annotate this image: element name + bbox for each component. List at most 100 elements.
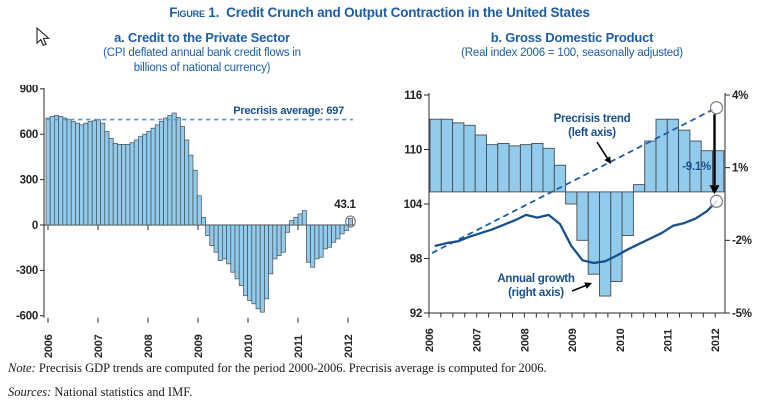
x-tick-label: 2011 <box>293 335 305 358</box>
x-tick-label: 2010 <box>615 328 627 352</box>
left-tick-label: 92 <box>410 308 422 320</box>
credit-bar <box>234 224 240 280</box>
gdp-endpoint-circle <box>709 194 724 208</box>
x-tick-label: 2012 <box>710 328 722 352</box>
panel-b-title: b. Gross Domestic Product <box>490 30 654 45</box>
panel-a-title: a. Credit to the Private Sector <box>114 30 290 45</box>
credit-bar <box>285 224 290 233</box>
trend-annotation-arrow-head <box>604 156 611 164</box>
credit-bar <box>87 121 93 226</box>
credit-bar <box>45 117 51 226</box>
credit-bar <box>154 124 160 226</box>
x-tick-label: 2008 <box>143 334 155 358</box>
trend-endpoint-circle <box>709 101 724 115</box>
credit-bar <box>96 119 101 226</box>
credit-bar <box>322 224 328 250</box>
x-tick-label: 2006 <box>43 334 55 358</box>
trend-annotation-line2: (left axis) <box>568 127 616 139</box>
growth-bar <box>655 118 668 193</box>
credit-bar <box>129 142 135 226</box>
credit-bar <box>142 133 148 226</box>
credit-bar <box>75 122 80 226</box>
y-tick-label: 600 <box>20 129 38 141</box>
credit-bar <box>339 224 345 235</box>
right-tick-label: -2% <box>732 235 752 247</box>
last-bar-circle <box>345 215 356 228</box>
growth-bar <box>610 191 623 282</box>
credit-bar <box>104 131 110 226</box>
growth-annotation-arrow-head <box>584 282 592 289</box>
precrisis-trend-line <box>431 106 717 254</box>
credit-bar <box>255 224 261 310</box>
credit-bar <box>163 117 169 226</box>
last-value-label: 43.1 <box>334 199 356 211</box>
left-tick-label: 116 <box>404 90 422 102</box>
panel-a-subtitle-line2: billions of national currency) <box>133 61 271 74</box>
credit-bar <box>293 216 299 226</box>
credit-bar <box>226 224 232 265</box>
credit-bar <box>112 142 118 226</box>
growth-bar <box>644 140 657 193</box>
panel-b-subtitle: (Real index 2006 = 100, seasonally adjus… <box>461 47 683 59</box>
credit-bar <box>146 131 152 226</box>
credit-bar <box>310 224 316 268</box>
credit-bar <box>348 218 353 226</box>
growth-annotation-line1: Annual growth <box>497 273 574 285</box>
growth-bar <box>486 144 499 193</box>
sources-line: Sources: National statistics and IMF. <box>8 385 748 400</box>
credit-bar <box>192 169 198 226</box>
y-tick-label: 0 <box>32 220 38 232</box>
x-tick-label: 2011 <box>663 329 675 352</box>
panel-a-subtitle-line1: (CPI deflated annual bank credit flows i… <box>103 47 301 59</box>
figure-title-text: Credit Crunch and Output Contraction in … <box>226 5 590 20</box>
credit-bar <box>268 224 274 275</box>
credit-bar <box>108 137 114 226</box>
growth-bar <box>508 145 521 193</box>
credit-bar <box>272 224 278 260</box>
credit-bar <box>58 116 64 226</box>
growth-bar <box>519 144 533 193</box>
credit-bar <box>184 139 190 226</box>
precrisis-average-label: Precrisis average: 697 <box>233 105 344 117</box>
right-tick-label: -5% <box>732 308 752 320</box>
growth-bar <box>463 124 476 193</box>
x-tick-label: 2007 <box>93 334 105 358</box>
credit-bar <box>335 224 341 240</box>
credit-bar <box>49 116 55 226</box>
x-tick-label: 2008 <box>519 328 531 352</box>
x-tick-label: 2007 <box>472 328 484 352</box>
credit-bar <box>121 144 127 226</box>
figure-number: Figure 1. <box>169 5 220 20</box>
credit-chart: 900 600 300 0 -300 -600 2006 2007 2008 2009 2010 20… <box>16 85 357 358</box>
note-label: Note: <box>8 361 36 375</box>
y-tick-label: -600 <box>16 311 38 323</box>
x-tick-label: 2012 <box>343 334 355 358</box>
credit-bar <box>138 136 143 226</box>
growth-annotation-arrow-shaft <box>571 284 586 292</box>
y-tick-label: -300 <box>16 265 38 277</box>
growth-bar <box>621 191 634 236</box>
credit-bar <box>180 126 185 226</box>
credit-bar <box>243 224 248 296</box>
trend-annotation-arrow-shaft <box>596 141 608 159</box>
x-tick-label: 2010 <box>243 334 255 358</box>
credit-bar <box>306 224 311 263</box>
credit-bar <box>167 115 173 226</box>
growth-bar <box>542 147 555 193</box>
credit-bar <box>213 224 219 253</box>
x-tick-label: 2009 <box>567 328 579 352</box>
credit-bar <box>318 224 324 258</box>
gap-arrow-head <box>709 185 720 195</box>
gdp-chart: 116 110 104 98 92 4% 1% -2% -5% 2006 2007 2008 2009 2… <box>404 90 752 352</box>
x-tick-label: 2009 <box>193 334 205 358</box>
credit-bar <box>230 224 236 273</box>
credit-bar <box>301 210 307 226</box>
credit-bar <box>175 117 181 226</box>
credit-bar <box>83 122 89 226</box>
credit-bar <box>62 117 68 226</box>
left-tick-label: 104 <box>404 199 423 211</box>
credit-bar <box>259 224 265 313</box>
note-line: Note: Precrisis GDP trends are computed … <box>8 361 748 376</box>
credit-bar <box>117 144 122 226</box>
